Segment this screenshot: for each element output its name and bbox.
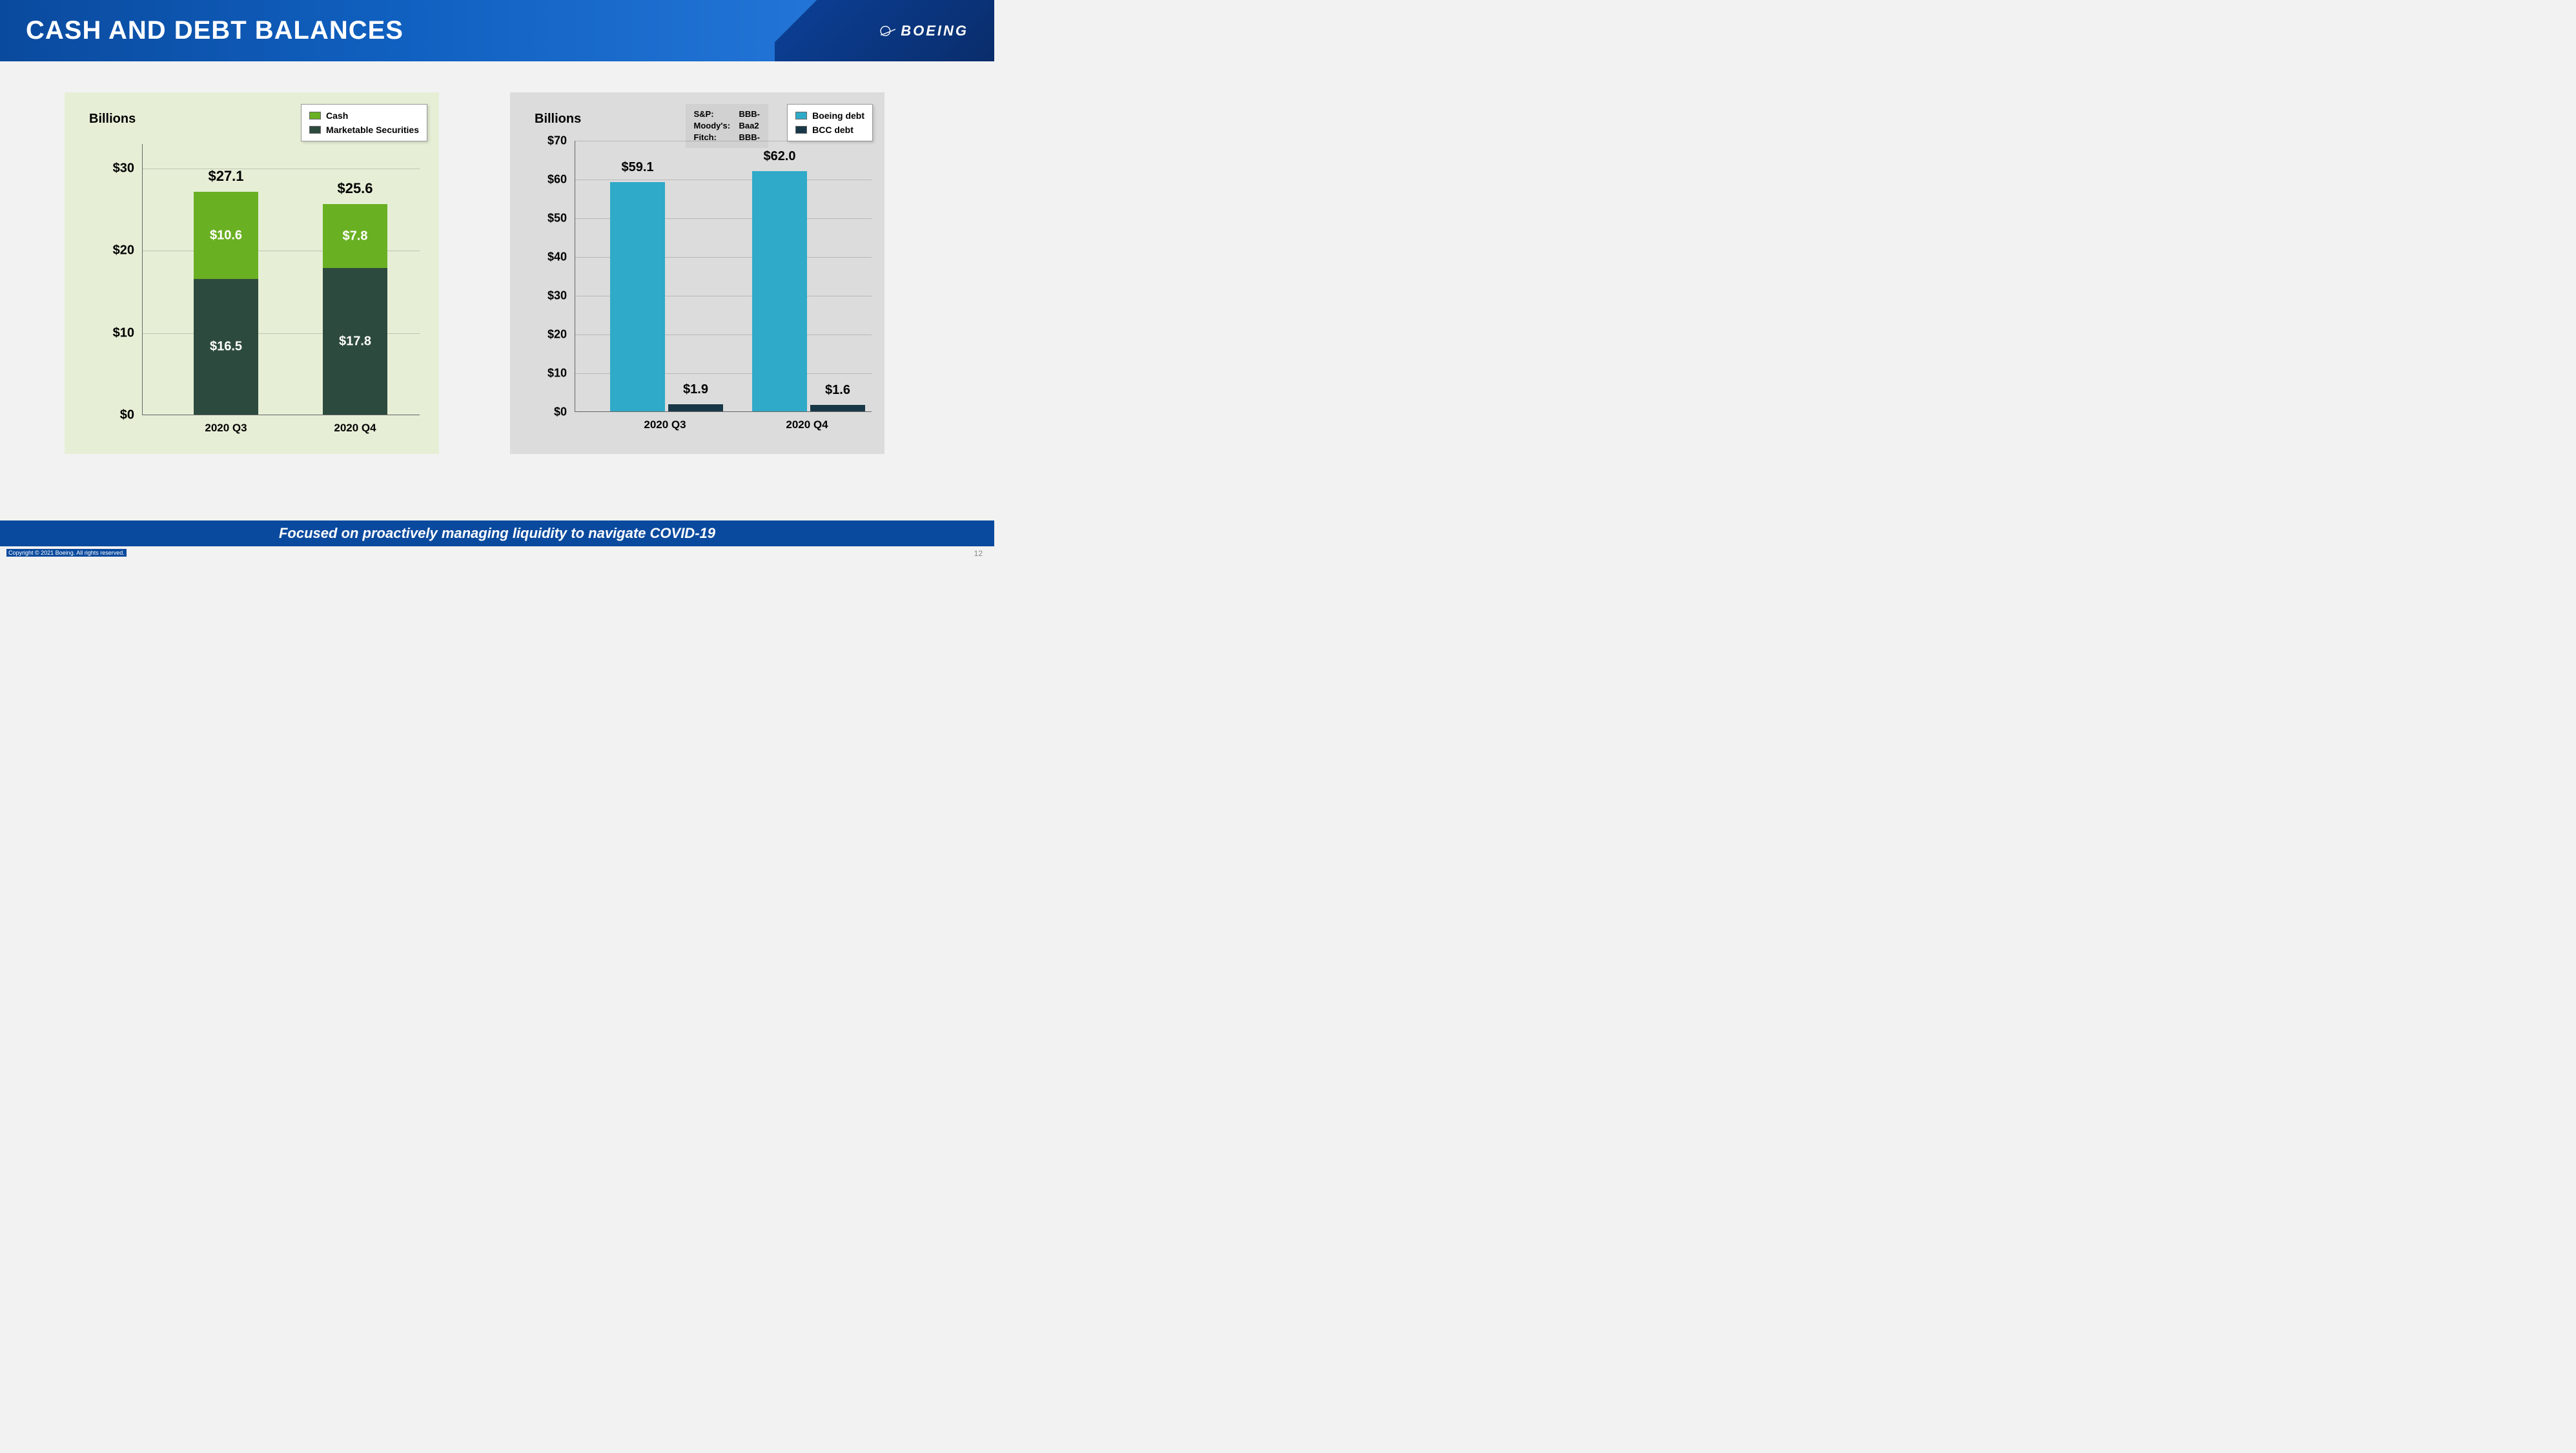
- grouped-bar: [668, 404, 723, 411]
- legend-swatch: [309, 112, 321, 119]
- slide-header: CASH AND DEBT BALANCES BOEING: [0, 0, 994, 61]
- legend-label: Marketable Securities: [326, 123, 419, 137]
- legend-item: BCC debt: [795, 123, 864, 137]
- y-tick-label: $30: [113, 161, 134, 176]
- x-tick-label: 2020 Q3: [644, 418, 686, 431]
- rating-value: Baa2: [739, 120, 759, 132]
- right-y-axis-title: Billions: [535, 112, 581, 127]
- rating-agency: Moody's:: [694, 120, 739, 132]
- grouped-bar: [810, 405, 865, 411]
- stacked-bar-segment: $7.8: [323, 204, 387, 268]
- legend-item: Marketable Securities: [309, 123, 419, 137]
- right-legend: Boeing debtBCC debt: [787, 104, 873, 141]
- page-number: 12: [974, 549, 983, 558]
- y-tick-label: $70: [547, 134, 567, 148]
- bar-value-label: $16.5: [194, 340, 258, 355]
- y-tick-label: $20: [547, 328, 567, 342]
- footer-tagline: Focused on proactively managing liquidit…: [279, 525, 715, 542]
- left-plot-area: $0$10$20$30$16.5$10.6$27.12020 Q3$17.8$7…: [142, 144, 420, 415]
- legend-swatch: [795, 112, 807, 119]
- bar-value-label: $1.6: [810, 383, 865, 398]
- y-tick-label: $40: [547, 251, 567, 264]
- logo-container: BOEING: [775, 0, 994, 61]
- charts-container: Billions CashMarketable Securities $0 $10…: [0, 61, 994, 454]
- y-tick-label: $20: [113, 243, 134, 258]
- y-tick-label: $0: [120, 408, 134, 423]
- y-tick-label: $0: [554, 406, 567, 419]
- slide-title: CASH AND DEBT BALANCES: [26, 16, 404, 45]
- legend-label: Boeing debt: [812, 108, 864, 123]
- bar-value-label: $62.0: [752, 149, 807, 164]
- bar-total-label: $25.6: [323, 180, 387, 197]
- grouped-bar: [752, 171, 807, 411]
- legend-swatch: [795, 126, 807, 134]
- y-tick-label: $50: [547, 212, 567, 225]
- cash-chart-panel: Billions CashMarketable Securities $0 $10…: [65, 92, 439, 454]
- grouped-bar: [610, 182, 665, 411]
- x-tick-label: 2020 Q4: [786, 418, 828, 431]
- bar-value-label: $1.9: [668, 382, 723, 397]
- x-tick-label: 2020 Q4: [334, 422, 376, 435]
- boeing-swoosh-icon: [879, 25, 897, 37]
- logo-text: BOEING: [901, 23, 968, 39]
- legend-swatch: [309, 126, 321, 134]
- footer-bar: Focused on proactively managing liquidit…: [0, 520, 994, 546]
- left-y-axis-title: Billions: [89, 112, 136, 127]
- right-plot-area: $0$10$20$30$40$50$60$70$59.1$1.92020 Q3$…: [575, 141, 872, 412]
- legend-label: Cash: [326, 108, 348, 123]
- legend-label: BCC debt: [812, 123, 854, 137]
- rating-agency: S&P:: [694, 108, 739, 120]
- legend-item: Boeing debt: [795, 108, 864, 123]
- boeing-logo: BOEING: [879, 23, 968, 39]
- bar-value-label: $7.8: [323, 229, 387, 243]
- rating-row: S&P:BBB-: [694, 108, 761, 120]
- y-tick-label: $30: [547, 289, 567, 303]
- left-legend: CashMarketable Securities: [301, 104, 427, 141]
- debt-chart-panel: Billions S&P:BBB-Moody's:Baa2Fitch:BBB- …: [510, 92, 884, 454]
- stacked-bar-segment: $17.8: [323, 268, 387, 415]
- stacked-bar-segment: $10.6: [194, 192, 258, 279]
- rating-row: Moody's:Baa2: [694, 120, 761, 132]
- y-tick-label: $60: [547, 173, 567, 187]
- copyright-text: Copyright © 2021 Boeing. All rights rese…: [6, 549, 127, 557]
- bar-total-label: $27.1: [194, 168, 258, 185]
- legend-item: Cash: [309, 108, 419, 123]
- y-tick-label: $10: [113, 325, 134, 340]
- bar-value-label: $17.8: [323, 334, 387, 349]
- y-tick-label: $10: [547, 367, 567, 380]
- bar-value-label: $59.1: [610, 160, 665, 175]
- x-tick-label: 2020 Q3: [205, 422, 247, 435]
- stacked-bar-segment: $16.5: [194, 279, 258, 415]
- rating-value: BBB-: [739, 108, 761, 120]
- bar-value-label: $10.6: [194, 228, 258, 243]
